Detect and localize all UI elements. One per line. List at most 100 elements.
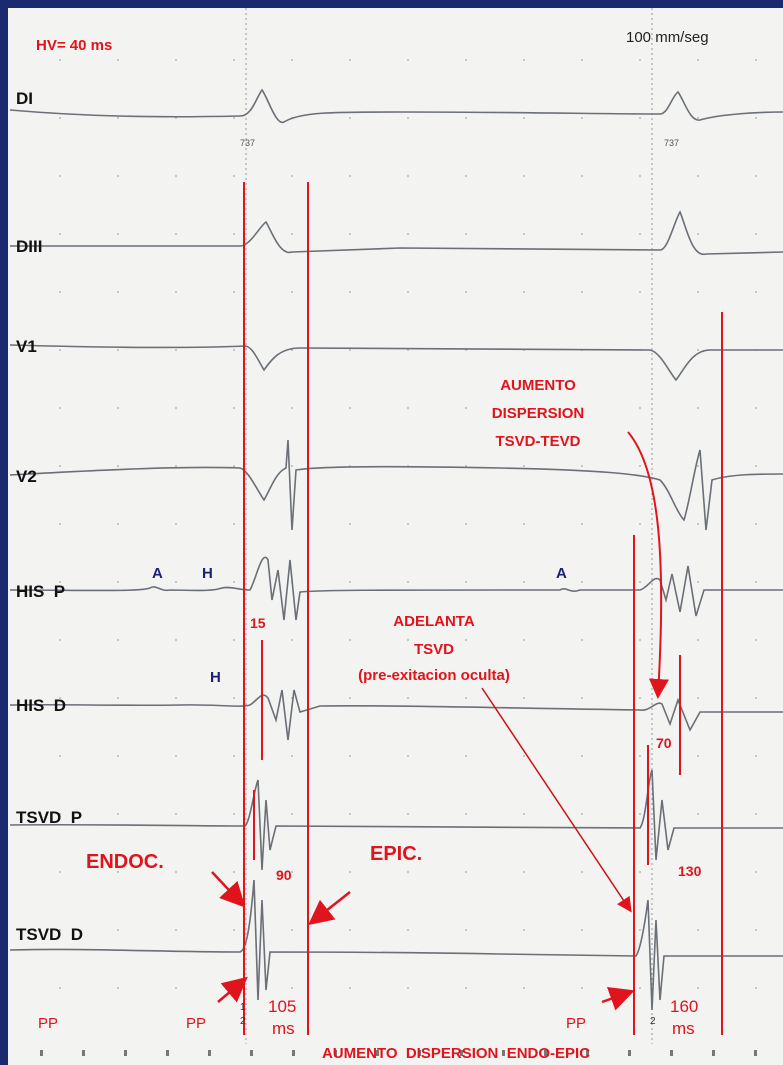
trace-v1 xyxy=(9,344,783,382)
grid-dot xyxy=(233,639,235,641)
grid-dot xyxy=(233,581,235,583)
grid-dot xyxy=(523,987,525,989)
grid-dot xyxy=(639,755,641,757)
grid-dot xyxy=(523,59,525,61)
grid-dot xyxy=(755,233,757,235)
grid-dot xyxy=(465,175,467,177)
grid-dot xyxy=(697,929,699,931)
unit-ms: ms xyxy=(272,1019,295,1038)
stim-number: 1 xyxy=(240,1002,246,1013)
grid-dot xyxy=(349,175,351,177)
grid-dot xyxy=(755,465,757,467)
grid-dot xyxy=(117,697,119,699)
grid-dot xyxy=(523,813,525,815)
marker-a: A xyxy=(556,565,567,582)
grid-dot xyxy=(349,697,351,699)
grid-dot xyxy=(697,233,699,235)
time-tick xyxy=(376,1050,379,1056)
grid-dot xyxy=(117,233,119,235)
lead-label-his-p: HIS P xyxy=(16,582,65,601)
grid-dot xyxy=(175,639,177,641)
grid-dot xyxy=(349,233,351,235)
trace-tsvd-p xyxy=(9,769,783,871)
grid-dot xyxy=(175,987,177,989)
grid-dot xyxy=(175,523,177,525)
grid-dot xyxy=(291,639,293,641)
grid-dot xyxy=(59,349,61,351)
grid-dot xyxy=(697,523,699,525)
grid-dot xyxy=(407,291,409,293)
grid-dot xyxy=(755,639,757,641)
interval-measurements: 15 90 70 130 xyxy=(250,615,702,883)
time-tick xyxy=(628,1050,631,1056)
grid-dot xyxy=(407,871,409,873)
grid-dot xyxy=(581,639,583,641)
annotation-epic: EPIC. xyxy=(370,843,422,865)
grid-dot xyxy=(581,987,583,989)
grid-dot xyxy=(581,407,583,409)
bottom-strip xyxy=(8,1044,783,1065)
speed-label: 100 mm/seg xyxy=(626,29,709,46)
grid-dot xyxy=(407,929,409,931)
grid-dot xyxy=(291,929,293,931)
tick-mark-label: 737 xyxy=(664,138,679,148)
lead-label-v2: V2 xyxy=(16,467,37,486)
annotation-endoc: ENDOC. xyxy=(86,851,164,873)
grid-dot xyxy=(175,233,177,235)
lead-label-di: DI xyxy=(16,89,33,108)
grid-dot xyxy=(581,117,583,119)
grid-dot xyxy=(465,465,467,467)
time-tick xyxy=(334,1050,337,1056)
grid-dot xyxy=(291,233,293,235)
grid-dot xyxy=(175,871,177,873)
grid-dot xyxy=(523,639,525,641)
grid-dot xyxy=(581,291,583,293)
grid-dot xyxy=(349,871,351,873)
grid-dot xyxy=(407,117,409,119)
marker-a: A xyxy=(152,565,163,582)
grid-dot xyxy=(59,581,61,583)
grid-dot xyxy=(523,117,525,119)
grid-dot xyxy=(697,59,699,61)
annotation-arrows xyxy=(211,431,669,1011)
grid-dot xyxy=(465,987,467,989)
grid-dot xyxy=(59,117,61,119)
lead-label-diii: DIII xyxy=(16,237,42,256)
grid-dot xyxy=(291,175,293,177)
grid-dot xyxy=(465,117,467,119)
grid-dot xyxy=(697,349,699,351)
grid-dot xyxy=(59,407,61,409)
time-tick xyxy=(754,1050,757,1056)
marker-h: H xyxy=(210,669,221,686)
grid-dot xyxy=(175,465,177,467)
grid-dot xyxy=(175,813,177,815)
bottom-caption: AUMENTO DISPERSION ENDO-EPIC xyxy=(322,1045,590,1062)
grid-dot xyxy=(117,175,119,177)
grid-dot xyxy=(523,697,525,699)
grid-dot xyxy=(59,233,61,235)
grid-dot xyxy=(59,813,61,815)
grid-dot xyxy=(117,755,119,757)
grid-dot xyxy=(697,581,699,583)
grid-dot xyxy=(465,871,467,873)
grid-dot xyxy=(233,871,235,873)
hv-label: HV= 40 ms xyxy=(36,37,112,54)
grid-dot xyxy=(233,465,235,467)
lead-label-tsvd-d: TSVD D xyxy=(16,925,83,944)
grid-dot xyxy=(465,523,467,525)
grid-dot xyxy=(639,291,641,293)
grid-dot xyxy=(291,407,293,409)
grid-dot xyxy=(697,813,699,815)
grid-dot xyxy=(233,407,235,409)
grid-dot xyxy=(349,987,351,989)
grid-dot xyxy=(523,929,525,931)
grid-dot xyxy=(175,929,177,931)
grid-dot xyxy=(697,175,699,177)
time-tick xyxy=(166,1050,169,1056)
grid-dot xyxy=(349,59,351,61)
annotation-dispersion-tsvd-tevd: AUMENTO DISPERSION TSVD-TEVD xyxy=(492,377,585,450)
time-tick xyxy=(250,1050,253,1056)
trace-his-p xyxy=(9,556,783,621)
time-tick xyxy=(40,1050,43,1056)
time-tick xyxy=(544,1050,547,1056)
